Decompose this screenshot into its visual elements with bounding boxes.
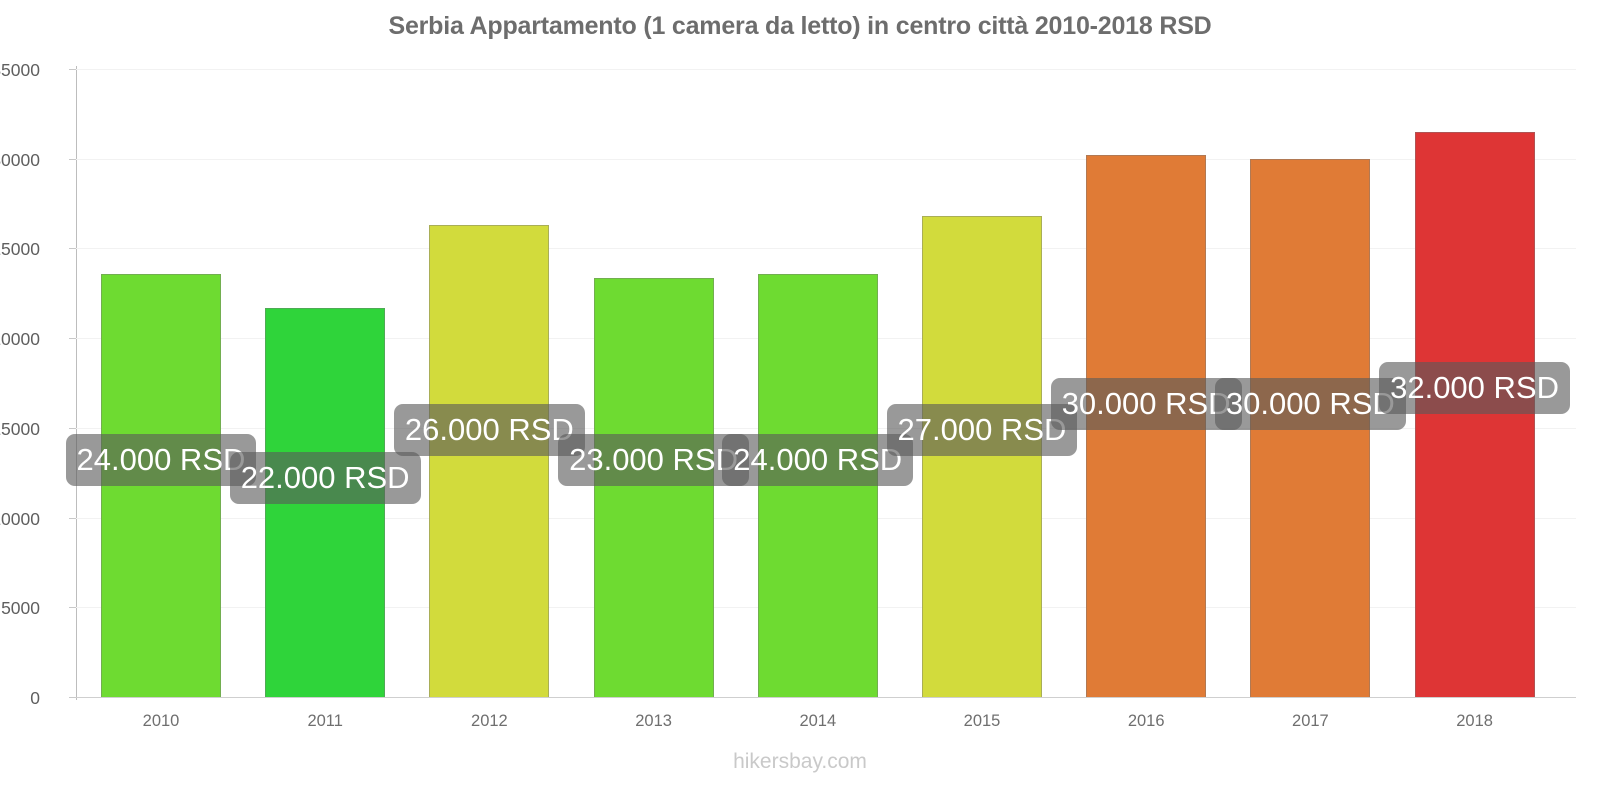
x-axis-tick-label: 2017: [1292, 712, 1329, 730]
y-axis-tick-label: 35000: [0, 60, 40, 80]
plot-area: 0 5000 10000 15000 20000 25000 30000 35000 24.0…: [0, 60, 1576, 708]
watermark: hikersbay.com: [733, 750, 867, 773]
bar-value-label: 24.000 RSD: [722, 434, 914, 486]
x-axis-tick-label: 2018: [1456, 712, 1493, 730]
y-axis-tick-mark: [69, 338, 76, 340]
y-axis-tick-mark: [69, 427, 76, 429]
y-axis-tick-label: 30000: [0, 149, 40, 170]
bar-value-label: 22.000 RSD: [229, 452, 421, 504]
y-axis-tick-mark: [69, 69, 76, 70]
x-axis-tick-label: 2014: [799, 712, 837, 730]
x-axis-tick-label: 2011: [307, 712, 343, 730]
bar-value-label: 27.000 RSD: [886, 404, 1078, 456]
page-title: Serbia Appartamento (1 camera da letto) …: [388, 12, 1212, 40]
x-axis-tick-label: 2015: [963, 712, 1001, 730]
y-axis-tick-label: 20000: [0, 329, 40, 350]
gridline: [76, 697, 1576, 698]
gridline: [76, 248, 1576, 250]
bar[interactable]: [429, 225, 550, 697]
bar-value-label: 26.000 RSD: [393, 404, 585, 456]
y-axis-tick-mark: [69, 248, 76, 250]
y-axis-tick-label: 25000: [0, 239, 40, 260]
y-axis-tick-mark: [69, 158, 76, 160]
y-axis-tick-mark: [69, 517, 76, 519]
bar[interactable]: [593, 278, 714, 697]
bar-value-label: 30.000 RSD: [1214, 378, 1406, 430]
x-axis-tick-label: 2010: [142, 712, 180, 730]
bar[interactable]: [922, 216, 1042, 697]
x-axis-tick-label: 2016: [1127, 712, 1165, 730]
gridline: [76, 69, 1576, 70]
x-axis-tick-label: 2013: [635, 712, 672, 730]
bar-value-label: 24.000 RSD: [65, 434, 257, 486]
bar[interactable]: [1414, 131, 1535, 697]
y-axis-line: [76, 66, 77, 700]
bar-value-label: 30.000 RSD: [1050, 378, 1242, 430]
y-axis-tick-label: 5000: [1, 598, 40, 619]
y-axis-tick-mark: [69, 697, 76, 698]
y-axis-tick-label: 15000: [0, 418, 40, 439]
x-axis-tick-label: 2012: [471, 712, 508, 730]
y-axis-tick-mark: [69, 607, 76, 609]
bar-value-label: 23.000 RSD: [558, 434, 749, 486]
y-axis-tick-label: 0: [30, 688, 40, 708]
bar-value-label: 32.000 RSD: [1379, 362, 1570, 414]
y-axis-tick-label: 10000: [0, 508, 40, 529]
gridline: [76, 158, 1576, 160]
